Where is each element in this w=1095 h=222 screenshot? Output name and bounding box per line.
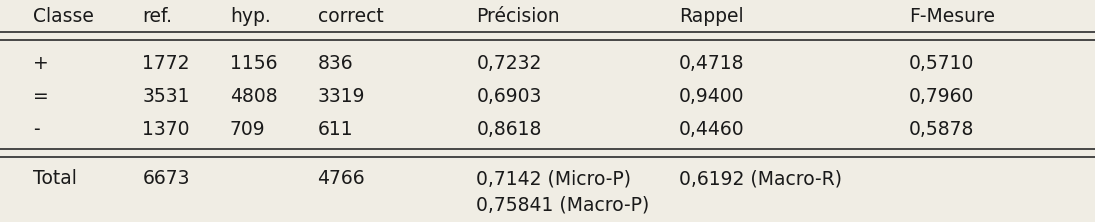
Text: 1772: 1772	[142, 54, 189, 73]
Text: 4766: 4766	[318, 169, 365, 188]
Text: 4808: 4808	[230, 87, 277, 106]
Text: hyp.: hyp.	[230, 7, 270, 26]
Text: ref.: ref.	[142, 7, 172, 26]
Text: correct: correct	[318, 7, 383, 26]
Text: -: -	[33, 120, 39, 139]
Text: Classe: Classe	[33, 7, 94, 26]
Text: 611: 611	[318, 120, 354, 139]
Text: 0,9400: 0,9400	[679, 87, 745, 106]
Text: 3319: 3319	[318, 87, 365, 106]
Text: 0,7960: 0,7960	[909, 87, 975, 106]
Text: =: =	[33, 87, 48, 106]
Text: 709: 709	[230, 120, 266, 139]
Text: 0,8618: 0,8618	[476, 120, 542, 139]
Text: 0,4460: 0,4460	[679, 120, 745, 139]
Text: 0,6192 (Macro-R): 0,6192 (Macro-R)	[679, 169, 842, 188]
Text: 1156: 1156	[230, 54, 277, 73]
Text: 3531: 3531	[142, 87, 189, 106]
Text: Rappel: Rappel	[679, 7, 744, 26]
Text: 0,7232: 0,7232	[476, 54, 542, 73]
Text: F-Mesure: F-Mesure	[909, 7, 995, 26]
Text: 1370: 1370	[142, 120, 189, 139]
Text: Précision: Précision	[476, 7, 560, 26]
Text: +: +	[33, 54, 48, 73]
Text: 836: 836	[318, 54, 354, 73]
Text: 0,6903: 0,6903	[476, 87, 542, 106]
Text: 0,5878: 0,5878	[909, 120, 975, 139]
Text: 0,75841 (Macro-P): 0,75841 (Macro-P)	[476, 196, 649, 215]
Text: 0,5710: 0,5710	[909, 54, 975, 73]
Text: 0,4718: 0,4718	[679, 54, 745, 73]
Text: 0,7142 (Micro-P): 0,7142 (Micro-P)	[476, 169, 632, 188]
Text: 6673: 6673	[142, 169, 189, 188]
Text: Total: Total	[33, 169, 77, 188]
